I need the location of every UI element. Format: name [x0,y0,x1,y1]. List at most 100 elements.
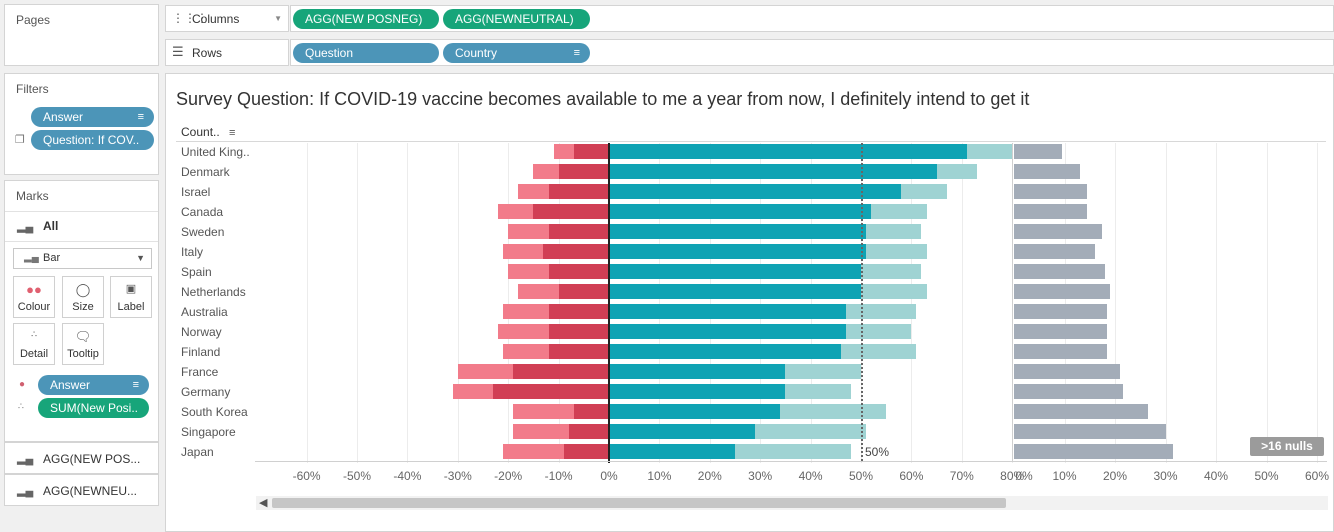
rows-shelf[interactable]: Question Country ≡ [290,39,1334,66]
bar-positive-strong[interactable] [609,364,786,379]
tick-label: 20% [1102,469,1128,483]
bar-positive-strong[interactable] [609,284,861,299]
marks-title: Marks [16,189,49,203]
bar-positive-strong[interactable] [609,264,861,279]
tick-label: -10% [544,469,573,483]
bar-neutral[interactable] [1014,284,1110,299]
marks-answer-pill[interactable]: Answer ≡ [38,375,149,395]
bar-neutral[interactable] [1014,144,1062,159]
row-label: Canada [181,205,224,219]
bar-positive-strong[interactable] [609,344,841,359]
bar-negative-strong[interactable] [533,204,609,219]
bar-negative-strong[interactable] [513,364,609,379]
bar-neutral[interactable] [1014,344,1108,359]
bar-negative-strong[interactable] [548,184,609,199]
size-button[interactable]: ◯ Size [62,276,104,318]
bar-neutral[interactable] [1014,264,1105,279]
columns-icon: ⋮⋮⋮ [172,11,208,25]
rows-shelf-label: Rows [192,46,223,60]
scroll-left-arrow[interactable]: ◀ [259,497,268,509]
bar-positive-strong[interactable] [609,304,846,319]
tick-label: 10% [1052,469,1077,483]
bar-negative-strong[interactable] [493,384,609,399]
bar-negative-strong[interactable] [573,144,609,159]
nulls-indicator[interactable]: >16 nulls [1250,437,1324,456]
bar-positive-strong[interactable] [609,244,867,259]
bar-positive-strong[interactable] [609,164,937,179]
marks-sum-pill[interactable]: SUM(New Posi.. [38,398,149,418]
tick-label: -40% [393,469,422,483]
row-label: Norway [181,325,222,339]
measure-tab-1[interactable]: ▂▄ AGG(NEW POS... [4,442,159,474]
pages-card[interactable]: Pages [4,4,159,66]
bar-positive-strong[interactable] [609,444,735,459]
bar-positive-strong[interactable] [609,324,846,339]
detail-icon: ∴ [31,329,37,339]
tick-label: -50% [342,469,372,483]
bar-chart-icon: ▂▄ [17,453,34,465]
horizontal-scrollbar[interactable]: ◀ [256,496,1328,510]
columns-pill-posneg-label: AGG(NEW POSNEG) [305,12,423,26]
gridline [911,143,913,463]
gridline [1266,143,1268,463]
bar-neutral[interactable] [1014,224,1103,239]
measure-tab-2[interactable]: ▂▄ AGG(NEWNEU... [4,474,159,506]
row-label: United King.. [181,145,250,159]
bar-negative-strong[interactable] [548,224,609,239]
bar-negative-strong[interactable] [543,244,609,259]
bar-positive-strong[interactable] [609,184,902,199]
bar-negative-strong[interactable] [573,404,609,419]
detail-button[interactable]: ∴ Detail [13,323,55,365]
filter-answer-pill[interactable]: Answer ≡ [31,107,154,127]
gridline [306,143,308,463]
bar-neutral[interactable] [1014,324,1108,339]
bar-positive-strong[interactable] [609,224,867,239]
bar-negative-strong[interactable] [568,424,609,439]
bar-neutral[interactable] [1014,424,1166,439]
columns-pill-posneg[interactable]: AGG(NEW POSNEG) [293,9,439,29]
bar-positive-strong[interactable] [609,404,781,419]
columns-pill-neutral[interactable]: AGG(NEWNEUTRAL) [443,9,590,29]
bar-chart-icon: ▂▄ [17,221,34,233]
colour-button[interactable]: ●● Colour [13,276,55,318]
bar-neutral[interactable] [1014,184,1088,199]
context-filter-icon: ❐ [15,134,25,146]
scrollbar-thumb[interactable] [272,498,1006,508]
bar-neutral[interactable] [1014,444,1174,459]
bar-neutral[interactable] [1014,164,1080,179]
bar-neutral[interactable] [1014,364,1121,379]
mark-type-dropdown[interactable]: ▂▄ Bar ▼ [13,248,152,269]
bar-negative-strong[interactable] [548,344,609,359]
bar-positive-strong[interactable] [609,144,967,159]
bar-negative-strong[interactable] [563,444,609,459]
columns-shelf[interactable]: AGG(NEW POSNEG) AGG(NEWNEUTRAL) [290,5,1334,32]
tick-label: -20% [494,469,523,483]
bar-negative-strong[interactable] [548,304,609,319]
bar-neutral[interactable] [1014,404,1148,419]
marks-all-tab[interactable]: All [43,219,59,233]
columns-shelf-label-box: ⋮⋮⋮ Columns ▼ [165,5,289,32]
filter-question-pill[interactable]: Question: If COV.. [31,130,154,150]
bar-neutral[interactable] [1014,384,1123,399]
label-button[interactable]: ▣ Label [110,276,152,318]
bar-neutral[interactable] [1014,304,1108,319]
reference-line-label: 50% [865,445,890,459]
bar-positive-strong[interactable] [609,424,756,439]
rows-pill-question[interactable]: Question [293,43,439,63]
bar-negative-strong[interactable] [558,284,609,299]
bar-positive-strong[interactable] [609,204,872,219]
bar-positive-strong[interactable] [609,384,786,399]
row-label: Italy [181,245,204,259]
tooltip-button[interactable]: 🗨 Tooltip [62,323,104,365]
bar-neutral[interactable] [1014,204,1088,219]
rows-pill-country[interactable]: Country ≡ [443,43,590,63]
bar-negative-strong[interactable] [548,324,609,339]
bar-neutral[interactable] [1014,244,1095,259]
bar-negative-strong[interactable] [558,164,609,179]
bar-negative-strong[interactable] [548,264,609,279]
tick-label: 20% [697,469,722,483]
row-label: South Korea [181,405,248,419]
row-header[interactable]: Count.. ≡ [181,125,235,139]
view-title: Survey Question: If COVID-19 vaccine bec… [176,89,1030,109]
gridline [1115,143,1116,463]
